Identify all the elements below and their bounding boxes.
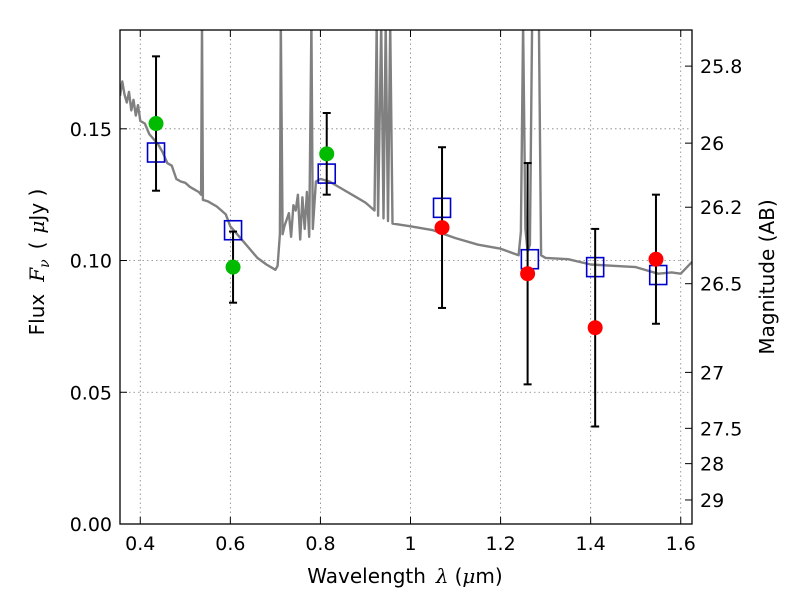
y-axis-unit-mu: μ bbox=[25, 221, 49, 234]
x-tick-label: 0.8 bbox=[305, 533, 335, 555]
template-spectrum-line bbox=[120, 30, 692, 275]
grid-lines bbox=[120, 30, 692, 524]
x-tick-label: 1 bbox=[404, 533, 416, 555]
y2-tick-label: 29 bbox=[700, 490, 724, 512]
x-axis-symbol: λ bbox=[435, 564, 449, 588]
observed-point-green bbox=[319, 146, 335, 162]
x-tick-label: 0.6 bbox=[215, 533, 245, 555]
x-axis-unit-rest: m) bbox=[475, 564, 502, 588]
x-axis-unit-mu: μ bbox=[462, 564, 475, 588]
y2-tick-label: 26 bbox=[700, 133, 724, 155]
y2-tick-label: 27.5 bbox=[700, 418, 742, 440]
observed-point-green bbox=[225, 259, 241, 275]
y-tick-label: 0.05 bbox=[70, 382, 112, 404]
y-axis-label: Flux bbox=[25, 294, 49, 336]
y-axis-symbol-sub: ν bbox=[37, 259, 53, 268]
observed-point-red bbox=[648, 251, 664, 267]
x-axis-label: Wavelength bbox=[307, 564, 426, 588]
y-axis-unit-open: ( bbox=[25, 242, 49, 250]
model-flux-box bbox=[648, 264, 668, 286]
x-tick-label: 0.4 bbox=[125, 533, 155, 555]
template-spectrum-layer bbox=[120, 30, 692, 275]
x-tick-label: 1.6 bbox=[666, 533, 696, 555]
x-axis-unit-open: ( bbox=[455, 564, 463, 588]
y2-tick-label: 26.5 bbox=[700, 274, 742, 296]
error-bar-layer bbox=[152, 55, 660, 428]
y-tick-label: 0.15 bbox=[70, 119, 112, 141]
y-axis-symbol: F bbox=[25, 267, 49, 283]
observed-point-green bbox=[148, 116, 164, 132]
axis-ticks: 0.4 0.6 0.8 1 1.2 1.4 1.6 0.00 0.05 0.10 0.15 25.8 2… bbox=[70, 30, 742, 555]
y-axis-unit-rest: Jy ) bbox=[25, 189, 49, 223]
y-axis-title: Flux Fν ( μJy ) bbox=[25, 189, 53, 336]
y2-tick-label: 26.2 bbox=[700, 197, 742, 219]
y2-tick-label: 27 bbox=[700, 362, 724, 384]
model-flux-box bbox=[520, 248, 540, 270]
x-tick-label: 1.2 bbox=[485, 533, 515, 555]
observed-point-red bbox=[434, 220, 450, 236]
y-tick-label: 0.00 bbox=[70, 514, 112, 536]
y-tick-label: 0.10 bbox=[70, 251, 112, 273]
plot-frame bbox=[119, 29, 693, 525]
y2-axis-title: Magnitude (AB) bbox=[755, 199, 779, 354]
x-axis-title: Wavelength λ (μm) bbox=[307, 564, 502, 588]
observed-point-red bbox=[587, 320, 603, 336]
x-tick-label: 1.4 bbox=[576, 533, 606, 555]
observed-point-layer bbox=[148, 116, 664, 336]
y2-tick-label: 28 bbox=[700, 454, 724, 476]
y2-tick-label: 25.8 bbox=[700, 56, 742, 78]
observed-point-red bbox=[520, 266, 536, 282]
